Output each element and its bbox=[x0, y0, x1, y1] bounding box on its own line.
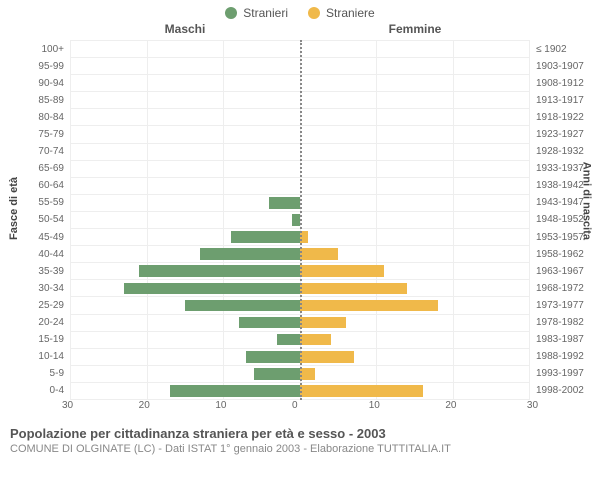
age-label: 55-59 bbox=[8, 197, 70, 208]
bar-female bbox=[300, 317, 346, 329]
bar-male bbox=[277, 334, 300, 346]
bar-female bbox=[300, 265, 384, 277]
age-label: 45-49 bbox=[8, 232, 70, 243]
center-divider bbox=[300, 40, 302, 400]
age-label: 30-34 bbox=[8, 283, 70, 294]
legend: Stranieri Straniere bbox=[0, 0, 600, 22]
age-label: 75-79 bbox=[8, 129, 70, 140]
bar-male bbox=[292, 214, 300, 226]
bar-male bbox=[200, 248, 300, 260]
birth-year-label: 1913-1917 bbox=[530, 95, 592, 106]
birth-year-label: 1963-1967 bbox=[530, 266, 592, 277]
x-tick-label: 20 bbox=[445, 400, 456, 411]
age-label: 50-54 bbox=[8, 214, 70, 225]
bar-female bbox=[300, 283, 407, 295]
footer: Popolazione per cittadinanza straniera p… bbox=[0, 420, 600, 455]
age-label: 5-9 bbox=[8, 368, 70, 379]
bar-male bbox=[246, 351, 300, 363]
chart-subtitle: COMUNE DI OLGINATE (LC) - Dati ISTAT 1° … bbox=[10, 443, 590, 455]
x-tick-label: 30 bbox=[527, 400, 538, 411]
x-axis: 3020100102030 bbox=[70, 400, 530, 420]
age-label: 95-99 bbox=[8, 61, 70, 72]
legend-label-female: Straniere bbox=[326, 6, 375, 20]
birth-year-label: 1923-1927 bbox=[530, 129, 592, 140]
age-label: 20-24 bbox=[8, 317, 70, 328]
legend-item-female: Straniere bbox=[308, 6, 375, 20]
bar-female bbox=[300, 334, 331, 346]
birth-year-label: 1998-2002 bbox=[530, 385, 592, 396]
birth-year-label: 1938-1942 bbox=[530, 180, 592, 191]
birth-year-label: 1928-1932 bbox=[530, 146, 592, 157]
birth-year-label: 1903-1907 bbox=[530, 61, 592, 72]
age-label: 70-74 bbox=[8, 146, 70, 157]
age-label: 60-64 bbox=[8, 180, 70, 191]
bar-male bbox=[170, 385, 300, 397]
birth-year-label: 1943-1947 bbox=[530, 197, 592, 208]
legend-item-male: Stranieri bbox=[225, 6, 288, 20]
bar-male bbox=[254, 368, 300, 380]
bar-male bbox=[239, 317, 300, 329]
header-female: Femmine bbox=[300, 22, 530, 36]
age-label: 10-14 bbox=[8, 351, 70, 362]
legend-label-male: Stranieri bbox=[243, 6, 288, 20]
age-label: 15-19 bbox=[8, 334, 70, 345]
chart-container: Stranieri Straniere Maschi Femmine Fasce… bbox=[0, 0, 600, 500]
bar-female bbox=[300, 248, 338, 260]
bar-female bbox=[300, 368, 315, 380]
birth-year-label: ≤ 1902 bbox=[530, 44, 592, 55]
bar-male bbox=[231, 231, 300, 243]
bar-male bbox=[139, 265, 300, 277]
birth-year-label: 1953-1957 bbox=[530, 232, 592, 243]
x-tick-label: 20 bbox=[139, 400, 150, 411]
birth-year-label: 1993-1997 bbox=[530, 368, 592, 379]
age-label: 0-4 bbox=[8, 385, 70, 396]
birth-year-label: 1918-1922 bbox=[530, 112, 592, 123]
age-label: 80-84 bbox=[8, 112, 70, 123]
x-tick-label: 30 bbox=[62, 400, 73, 411]
birth-year-label: 1948-1952 bbox=[530, 214, 592, 225]
birth-year-label: 1983-1987 bbox=[530, 334, 592, 345]
bar-female bbox=[300, 385, 423, 397]
age-label: 100+ bbox=[8, 44, 70, 55]
age-label: 40-44 bbox=[8, 249, 70, 260]
birth-year-label: 1988-1992 bbox=[530, 351, 592, 362]
bar-male bbox=[185, 300, 300, 312]
bar-male bbox=[269, 197, 300, 209]
header-male: Maschi bbox=[70, 22, 300, 36]
age-label: 90-94 bbox=[8, 78, 70, 89]
birth-year-label: 1973-1977 bbox=[530, 300, 592, 311]
chart-area: Fasce di età Anni di nascita 100+≤ 19029… bbox=[0, 40, 600, 420]
bar-female bbox=[300, 351, 354, 363]
legend-swatch-female bbox=[308, 7, 320, 19]
x-tick-label: 0 bbox=[292, 400, 298, 411]
legend-swatch-male bbox=[225, 7, 237, 19]
bar-female bbox=[300, 300, 438, 312]
column-headers: Maschi Femmine bbox=[0, 22, 600, 40]
birth-year-label: 1978-1982 bbox=[530, 317, 592, 328]
chart-title: Popolazione per cittadinanza straniera p… bbox=[10, 426, 590, 441]
bar-male bbox=[124, 283, 300, 295]
birth-year-label: 1968-1972 bbox=[530, 283, 592, 294]
birth-year-label: 1908-1912 bbox=[530, 78, 592, 89]
age-label: 65-69 bbox=[8, 163, 70, 174]
x-tick-label: 10 bbox=[369, 400, 380, 411]
age-label: 25-29 bbox=[8, 300, 70, 311]
age-label: 85-89 bbox=[8, 95, 70, 106]
birth-year-label: 1933-1937 bbox=[530, 163, 592, 174]
birth-year-label: 1958-1962 bbox=[530, 249, 592, 260]
x-tick-label: 10 bbox=[215, 400, 226, 411]
age-label: 35-39 bbox=[8, 266, 70, 277]
